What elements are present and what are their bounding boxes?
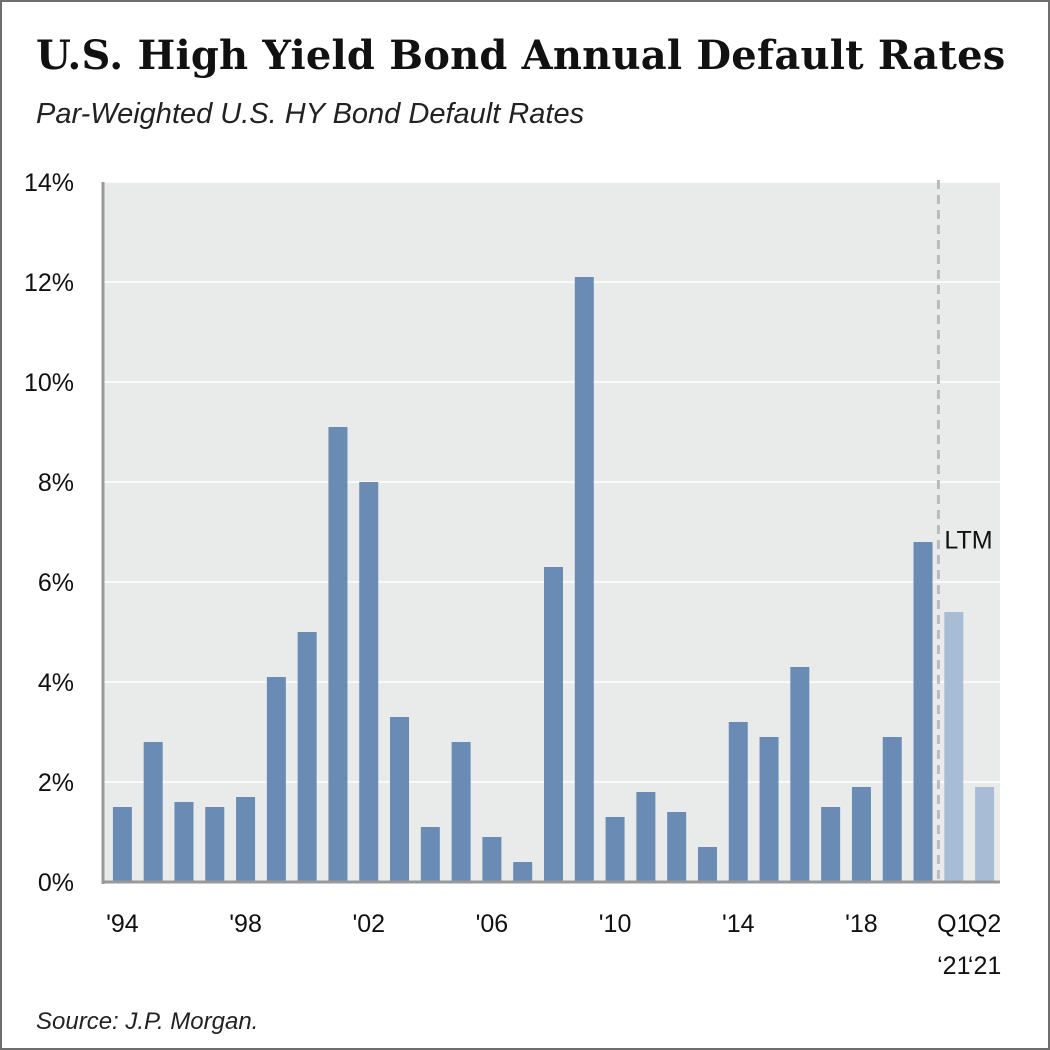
x-tick-label: Q1: [937, 910, 970, 938]
bar: [297, 632, 317, 882]
bar: [790, 667, 810, 882]
x-tick-label: '98: [229, 910, 262, 938]
y-tick-label: 14%: [24, 169, 74, 197]
chart-subtitle: Par-Weighted U.S. HY Bond Default Rates: [36, 98, 585, 130]
bar: [697, 847, 717, 882]
y-tick-label: 0%: [38, 869, 74, 897]
x-tick-label: '18: [845, 910, 878, 938]
y-tick-label: 10%: [24, 369, 74, 397]
chart-title: U.S. High Yield Bond Annual Default Rate…: [36, 32, 1006, 79]
bar: [882, 737, 902, 882]
bar: [667, 812, 687, 882]
bar-chart: 0% 2% 4% 6% 8% 10% 12% 14% LTM '94 '98 '02 '06 '10 '14…: [24, 169, 1001, 980]
axes: [101, 180, 1000, 884]
y-tick-label: 6%: [38, 569, 74, 597]
x-tick-label: ‘21: [968, 952, 1001, 980]
bar: [390, 717, 410, 882]
bar: [821, 807, 841, 882]
bar-ltm: [944, 612, 964, 882]
bar: [544, 567, 563, 882]
bars: [112, 277, 995, 882]
bar: [266, 677, 286, 882]
bar: [851, 787, 871, 882]
bar: [420, 827, 440, 882]
bar: [513, 862, 533, 882]
bar: [112, 807, 132, 882]
bar: [328, 427, 348, 882]
bar-ltm: [975, 787, 995, 882]
y-tick-label: 2%: [38, 769, 74, 797]
x-tick-label: '14: [722, 910, 755, 938]
x-tick-label: Q2: [968, 910, 1001, 938]
bar: [759, 737, 779, 882]
ltm-annotation: LTM: [944, 527, 992, 555]
bar: [205, 807, 225, 882]
bar: [482, 837, 502, 882]
x-tick-label: '06: [476, 910, 509, 938]
bar: [174, 802, 194, 882]
bar: [359, 482, 379, 882]
bar: [236, 797, 256, 882]
y-tick-label: 8%: [38, 469, 74, 497]
bar: [574, 277, 594, 882]
y-tick-label: 4%: [38, 669, 74, 697]
bar: [913, 542, 933, 882]
bar: [636, 792, 656, 882]
bar: [451, 742, 471, 882]
bar: [143, 742, 163, 882]
x-tick-label: ‘21: [937, 952, 970, 980]
y-tick-label: 12%: [24, 269, 74, 297]
source-note: Source: J.P. Morgan.: [36, 1008, 259, 1035]
bar: [605, 817, 625, 882]
axis-labels: 0% 2% 4% 6% 8% 10% 12% 14% LTM '94 '98 '02 '06 '10 '14…: [24, 169, 1001, 980]
gridlines: [103, 181, 1000, 783]
x-tick-label: '10: [599, 910, 632, 938]
x-tick-label: '02: [352, 910, 385, 938]
bar: [728, 722, 748, 882]
x-tick-label: '94: [106, 910, 139, 938]
